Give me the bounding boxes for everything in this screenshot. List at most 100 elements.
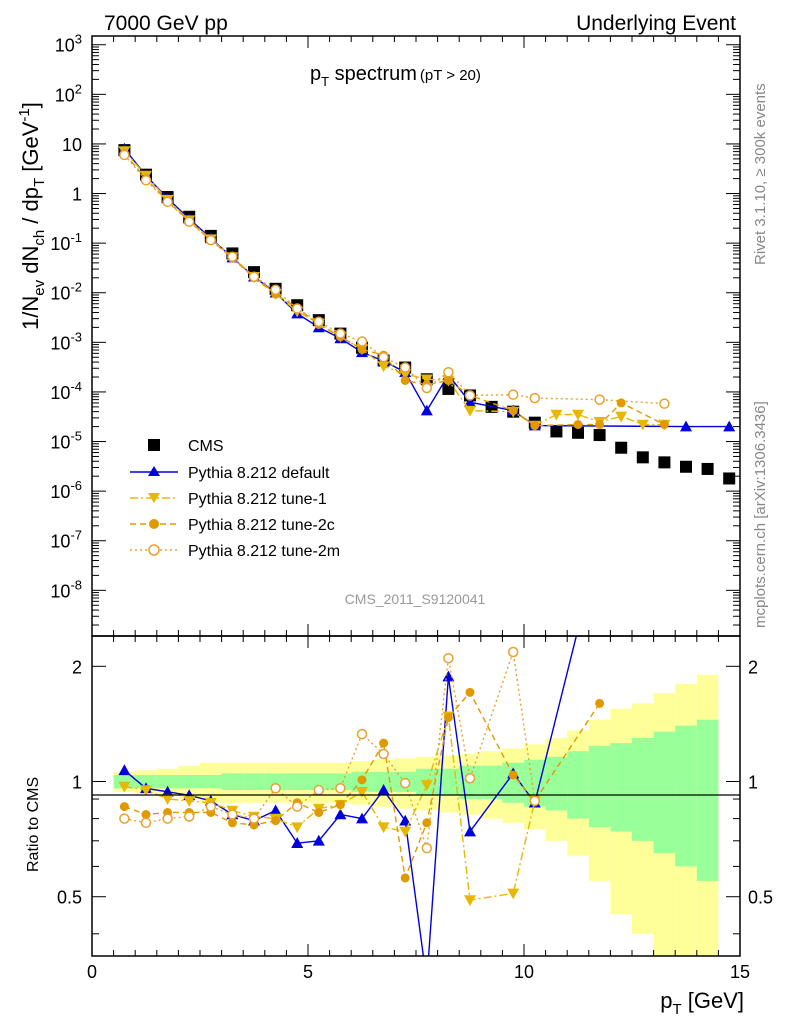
ratio-point [421,842,433,854]
analysis-id: CMS_2011_S9120041 [345,591,486,607]
band-inner-bin [135,774,157,789]
data-point [357,344,367,354]
rivet-label: Rivet 3.1.10, ≥ 300k events [752,83,769,265]
y-tick-label: 10-4 [50,379,82,403]
band-inner-bin [286,773,308,791]
data-point [680,420,692,432]
data-point [636,419,649,431]
mcplots-label: mcplots.cern.ch [arXiv:1306.3436] [752,401,769,628]
ratio-point [378,748,389,760]
data-point [616,398,626,408]
band-inner-bin [545,756,568,811]
data-point [529,392,541,404]
ratio-point [422,818,432,828]
ratio-point [119,813,130,824]
x-axis-label: pT [GeV] [660,988,744,1018]
data-point [335,328,346,339]
data-point [594,394,605,405]
legend-entry-cms: CMS [148,438,224,455]
band-inner-bin [113,774,136,789]
ratio-tick-label: 1 [72,773,82,793]
data-point [659,398,670,409]
data-point [659,420,669,430]
data-point [399,362,411,373]
data-point [270,284,281,295]
ratio-point [507,888,520,900]
data-point [400,376,410,385]
data-point [205,234,217,246]
data-point [593,429,606,442]
data-point [680,460,692,473]
header-right: Underlying Event [576,12,736,35]
band-inner-bin [243,773,265,791]
ratio-point [162,813,173,824]
ratio-point [420,780,433,791]
ratio-point [140,817,152,829]
ratio-point [313,784,325,796]
x-tick-label: 0 [87,962,97,982]
y-tick-label: 10-8 [50,577,82,601]
data-point [140,175,152,186]
axis-ticks: 0 5 10 15 10-8 10-7 10-6 10-5 10-4 10-3 10-2 10-1 1 1… [50,32,773,982]
ratio-point [356,786,368,798]
band-inner-bin [675,725,697,867]
y-tick-label: 102 [55,81,82,105]
band-inner-bin [610,743,632,832]
header-left: 7000 GeV pp [104,12,228,35]
ratio-point [270,783,281,794]
data-point [507,389,519,400]
x-tick-label: 5 [303,962,313,982]
data-point [636,451,649,464]
ratio-point [119,802,129,812]
svg-text:Pythia 8.212 tune-2m: Pythia 8.212 tune-2m [188,543,340,560]
ratio-point [334,808,347,820]
x-tick-label: 10 [514,962,534,982]
y-tick-label: 10-3 [50,329,82,353]
band-inner-bin [653,731,676,854]
ratio-point [442,670,455,682]
ratio-point [507,646,519,658]
band-inner-bin [632,737,654,841]
data-point [378,352,389,363]
data-point [572,426,584,439]
ratio-point [465,687,475,697]
ratio-point [314,807,324,817]
svg-text:Pythia 8.212 default: Pythia 8.212 default [188,465,330,482]
ratio-point [248,813,260,824]
ratio-point [312,834,325,846]
data-point [615,411,628,423]
y-tick-label: 10-6 [50,478,82,502]
data-point [658,456,671,469]
ratio-point [161,794,174,806]
series-line-2 [123,150,665,427]
band-inner-bin [156,774,179,789]
svg-text:Pythia 8.212 tune-2c: Pythia 8.212 tune-2c [188,517,335,534]
band-inner-bin [437,768,460,796]
y-tick-label: 1 [72,185,82,205]
ratio-point [291,837,304,848]
ratio-point [443,712,453,722]
band-inner-bin [329,773,352,791]
ratio-point [464,825,476,837]
data-point [464,396,476,408]
data-point [421,382,433,394]
data-point [464,405,476,417]
ratio-point [161,785,174,797]
band-inner-bin [200,774,222,789]
ratio-point [291,801,303,812]
ratio-point [377,784,390,795]
data-point [356,336,368,347]
ratio-point [529,795,541,807]
legend-entry-tune2c: Pythia 8.212 tune-2c [130,517,335,534]
ratio-point [335,800,345,810]
y-tick-label: 10 [62,135,82,155]
ratio-point [356,812,368,824]
band-inner-bin [696,719,719,881]
ratio-tick-label-right: 2 [748,657,758,677]
svg-text:CMS: CMS [188,438,224,455]
data-point [442,382,455,395]
ratio-point [356,728,368,740]
ratio-point [141,809,151,819]
data-point [119,149,130,161]
ratio-point [464,895,476,907]
